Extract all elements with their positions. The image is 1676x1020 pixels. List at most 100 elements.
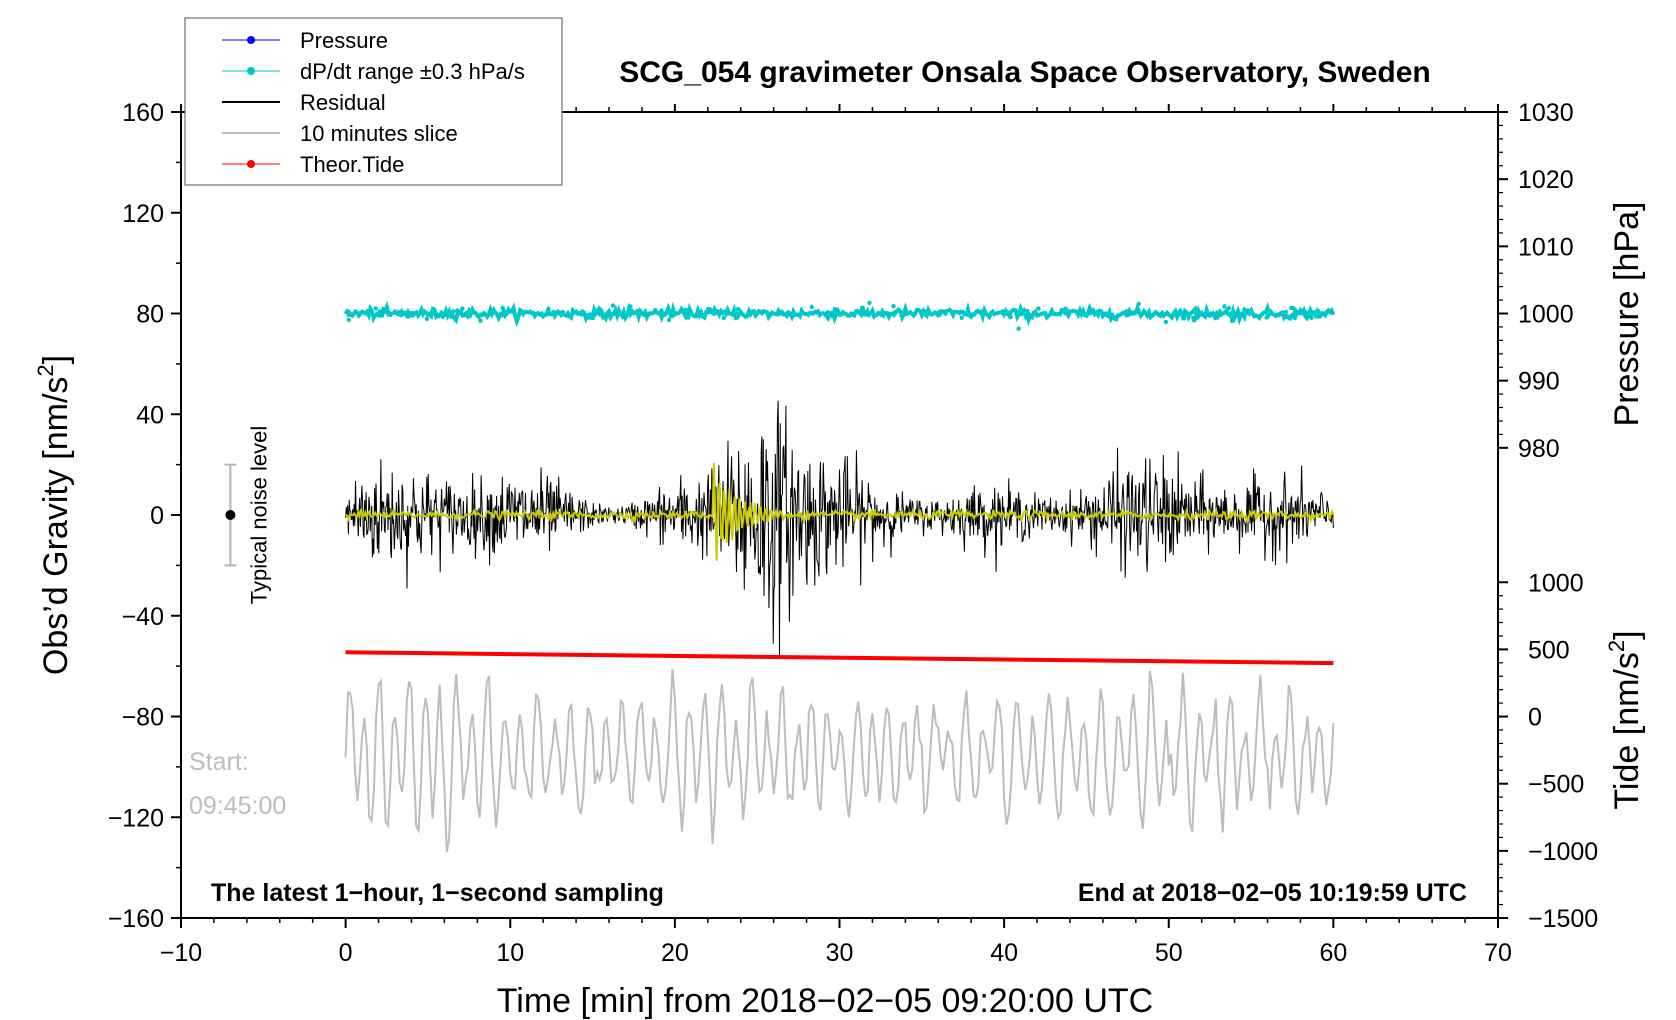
dpdt-point xyxy=(1322,312,1328,317)
dpdt-point xyxy=(586,315,591,320)
pressure-tick-label: 1010 xyxy=(1518,233,1574,261)
x-tick-label: 60 xyxy=(1319,939,1347,967)
dpdt-point xyxy=(1033,311,1039,316)
dpdt-point xyxy=(1315,314,1320,319)
dpdt-point xyxy=(1191,315,1196,320)
y-tick-label: −80 xyxy=(122,704,164,732)
dpdt-point xyxy=(959,315,964,320)
dpdt-point xyxy=(867,300,872,306)
dpdt-point xyxy=(1226,305,1232,311)
dpdt-point xyxy=(1131,310,1136,315)
dpdt-point xyxy=(1213,315,1218,321)
dpdt-point xyxy=(758,310,764,315)
dpdt-point xyxy=(466,314,471,319)
slice-series-line xyxy=(344,668,1335,853)
dpdt-point xyxy=(829,313,834,318)
dpdt-point xyxy=(896,307,901,312)
dpdt-point xyxy=(1287,316,1293,321)
dpdt-point xyxy=(1180,312,1185,317)
x-tick-label: 40 xyxy=(990,939,1018,967)
tide-series-line xyxy=(345,650,1334,666)
dpdt-point xyxy=(721,315,726,321)
x-tick-label: 20 xyxy=(661,939,689,967)
dpdt-point xyxy=(1229,318,1235,324)
dpdt-point xyxy=(1103,311,1108,316)
dpdt-point xyxy=(1136,301,1141,307)
dpdt-point xyxy=(580,309,585,314)
dpdt-point xyxy=(388,312,393,317)
dpdt-point xyxy=(832,307,838,312)
dpdt-point xyxy=(346,311,351,316)
dpdt-point xyxy=(900,314,905,319)
dpdt-point xyxy=(428,311,433,316)
dpdt-point xyxy=(1096,311,1101,316)
dpdt-point xyxy=(1195,315,1200,320)
tide-tick-label: 1000 xyxy=(1528,569,1584,597)
sampling-note: The latest 1−hour, 1−second sampling xyxy=(211,879,664,907)
legend-label: Pressure xyxy=(300,28,388,53)
chart-title: SCG_054 gravimeter Onsala Space Observat… xyxy=(619,56,1431,89)
dpdt-point xyxy=(937,309,942,314)
dpdt-point xyxy=(1066,312,1071,317)
y-tick-label: −160 xyxy=(108,905,164,933)
x-tick-label: 30 xyxy=(826,939,854,967)
dpdt-point xyxy=(500,305,505,311)
dpdt-point xyxy=(1245,311,1251,316)
tide-tick-label: 500 xyxy=(1528,636,1570,664)
dpdt-point xyxy=(978,310,983,315)
dpdt-point xyxy=(1016,326,1021,331)
y-axis-label: Obs’d Gravity [nm/s2] xyxy=(33,355,75,675)
dpdt-point xyxy=(835,311,841,316)
dpdt-point xyxy=(735,306,741,312)
dpdt-point xyxy=(608,315,613,320)
dpdt-point xyxy=(597,309,603,314)
dpdt-point xyxy=(1240,312,1246,318)
legend-items: Pressure dP/dt range ±0.3 hPa/s Residual 10… xyxy=(222,28,525,177)
pressure-tick-label: 1030 xyxy=(1518,99,1574,127)
x-tick-label: 10 xyxy=(496,939,524,967)
dpdt-point xyxy=(1283,309,1289,315)
dpdt-point xyxy=(922,310,927,315)
dpdt-point xyxy=(1124,309,1129,314)
dpdt-point xyxy=(478,318,483,323)
dpdt-point xyxy=(1298,310,1303,316)
dpdt-point xyxy=(775,312,781,317)
dpdt-point xyxy=(636,308,641,313)
start-time: 09:45:00 xyxy=(189,792,286,820)
y-tick-label: 120 xyxy=(122,200,164,228)
dpdt-point xyxy=(1218,312,1223,318)
dpdt-point xyxy=(1175,312,1181,318)
dpdt-point xyxy=(451,309,456,314)
dpdt-point xyxy=(1293,312,1299,318)
dpdt-point xyxy=(1125,312,1131,318)
y-axis-label-close: ] xyxy=(37,355,75,364)
dpdt-point xyxy=(385,309,390,314)
start-label: Start: xyxy=(189,748,249,776)
dpdt-point xyxy=(809,304,814,310)
dpdt-point xyxy=(697,309,702,315)
y-tick-label: −120 xyxy=(108,804,164,832)
dpdt-point xyxy=(346,317,352,322)
legend-label: dP/dt range ±0.3 hPa/s xyxy=(300,59,525,84)
dpdt-point xyxy=(408,311,414,317)
tide-tick-label: −500 xyxy=(1528,771,1584,799)
end-time-note: End at 2018−02−05 10:19:59 UTC xyxy=(1078,879,1467,907)
dpdt-point xyxy=(884,311,890,316)
tide-axis-label: Tide [nm/s2] xyxy=(1604,630,1646,809)
dpdt-point xyxy=(863,310,869,315)
dpdt-point xyxy=(1063,306,1068,311)
dpdt-point xyxy=(705,307,711,312)
dpdt-point xyxy=(750,310,756,315)
dpdt-point xyxy=(424,316,429,322)
dpdt-point xyxy=(433,312,439,317)
dpdt-point xyxy=(943,311,948,316)
dpdt-point xyxy=(546,306,551,312)
dpdt-series xyxy=(343,300,1336,331)
y-tick-label: 40 xyxy=(136,401,164,429)
dpdt-point xyxy=(1205,312,1211,317)
dpdt-point xyxy=(1158,312,1163,317)
pressure-tick-label: 990 xyxy=(1518,368,1560,396)
y-tick-label: −40 xyxy=(122,603,164,631)
pressure-axis-label: Pressure [hPa] xyxy=(1608,202,1646,427)
